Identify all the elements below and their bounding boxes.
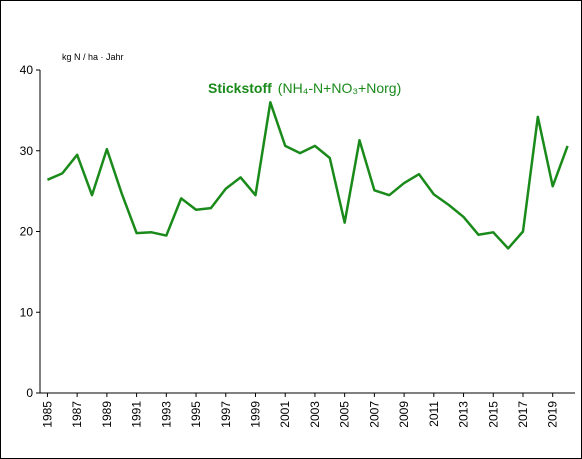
chart-title: Stickstoff [208, 80, 272, 96]
chart-subtitle: (NH₄-N+NO₃+Norg) [278, 80, 401, 96]
x-tick-label: 1987 [70, 401, 84, 428]
x-tick-label: 2001 [278, 401, 292, 428]
x-tick-label: 2019 [546, 401, 560, 428]
x-tick-label: 2015 [486, 401, 500, 428]
x-tick-label: 2007 [367, 401, 381, 428]
x-tick-label: 2011 [427, 401, 441, 427]
x-tick-label: 1999 [248, 401, 262, 428]
data-line [46, 101, 569, 250]
x-tick-label: 2009 [397, 401, 411, 428]
x-tick-label: 2017 [516, 401, 530, 428]
y-tick-label: 40 [20, 63, 34, 77]
x-tick-label: 1997 [219, 401, 233, 428]
y-axis-label: kg N / ha · Jahr [62, 52, 124, 62]
x-tick-label: 1985 [40, 401, 54, 428]
x-tick-label: 2003 [308, 401, 322, 428]
y-tick-label: 20 [20, 225, 34, 239]
x-tick-label: 1995 [189, 401, 203, 428]
y-tick-label: 10 [20, 305, 34, 319]
x-tick-label: 2005 [338, 401, 352, 428]
x-tick-label: 2013 [457, 401, 471, 428]
y-tick-label: 30 [20, 144, 34, 158]
x-tick-label: 1993 [159, 401, 173, 428]
chart-title-group: Stickstoff (NH₄-N+NO₃+Norg) [208, 80, 401, 96]
x-tick-label: 1991 [130, 401, 144, 428]
x-tick-label: 1989 [100, 401, 114, 428]
y-tick-label: 0 [26, 386, 33, 400]
